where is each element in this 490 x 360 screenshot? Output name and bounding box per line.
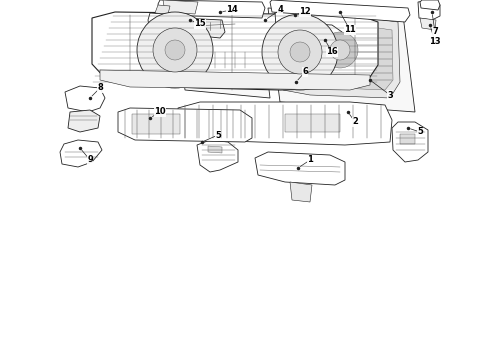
Polygon shape	[197, 140, 238, 172]
Polygon shape	[420, 0, 440, 10]
Text: 8: 8	[97, 84, 103, 93]
Polygon shape	[208, 146, 222, 153]
Polygon shape	[60, 140, 102, 167]
Polygon shape	[180, 18, 225, 38]
Polygon shape	[275, 6, 313, 32]
Polygon shape	[155, 5, 170, 14]
Polygon shape	[190, 112, 235, 130]
Polygon shape	[270, 0, 410, 22]
Polygon shape	[178, 102, 392, 145]
Polygon shape	[290, 182, 312, 202]
Polygon shape	[148, 13, 182, 34]
Text: 11: 11	[344, 26, 356, 35]
Polygon shape	[308, 24, 342, 50]
Circle shape	[165, 40, 185, 60]
Text: 1: 1	[307, 156, 313, 165]
Polygon shape	[92, 12, 378, 90]
Text: 3: 3	[387, 90, 393, 99]
Polygon shape	[175, 8, 270, 98]
Polygon shape	[420, 18, 436, 30]
Text: 2: 2	[352, 117, 358, 126]
Circle shape	[153, 28, 197, 72]
Polygon shape	[118, 108, 252, 142]
Polygon shape	[268, 8, 415, 112]
Circle shape	[278, 30, 322, 74]
Text: 10: 10	[154, 108, 166, 117]
Polygon shape	[65, 86, 105, 112]
Text: 15: 15	[194, 19, 206, 28]
Text: 4: 4	[277, 5, 283, 14]
Text: 7: 7	[432, 27, 438, 36]
Text: 9: 9	[87, 156, 93, 165]
Polygon shape	[400, 134, 415, 144]
Polygon shape	[280, 2, 290, 12]
Polygon shape	[290, 26, 393, 90]
Polygon shape	[195, 48, 250, 70]
Text: 5: 5	[417, 127, 423, 136]
Polygon shape	[163, 0, 198, 14]
Circle shape	[137, 12, 213, 88]
Text: 6: 6	[302, 68, 308, 77]
Text: 14: 14	[226, 5, 238, 14]
Circle shape	[322, 32, 358, 68]
Polygon shape	[315, 34, 333, 44]
Circle shape	[330, 40, 350, 60]
Polygon shape	[158, 0, 265, 18]
Circle shape	[290, 42, 310, 62]
Circle shape	[262, 14, 338, 90]
Polygon shape	[285, 114, 340, 132]
Polygon shape	[190, 20, 235, 32]
Polygon shape	[132, 114, 180, 134]
Text: 16: 16	[326, 48, 338, 57]
Polygon shape	[255, 152, 345, 185]
Polygon shape	[392, 122, 428, 162]
Polygon shape	[100, 70, 370, 90]
Text: 12: 12	[299, 8, 311, 17]
Text: 13: 13	[429, 37, 441, 46]
Polygon shape	[283, 18, 400, 98]
Polygon shape	[68, 110, 100, 132]
Polygon shape	[418, 0, 440, 20]
Text: 5: 5	[215, 130, 221, 139]
